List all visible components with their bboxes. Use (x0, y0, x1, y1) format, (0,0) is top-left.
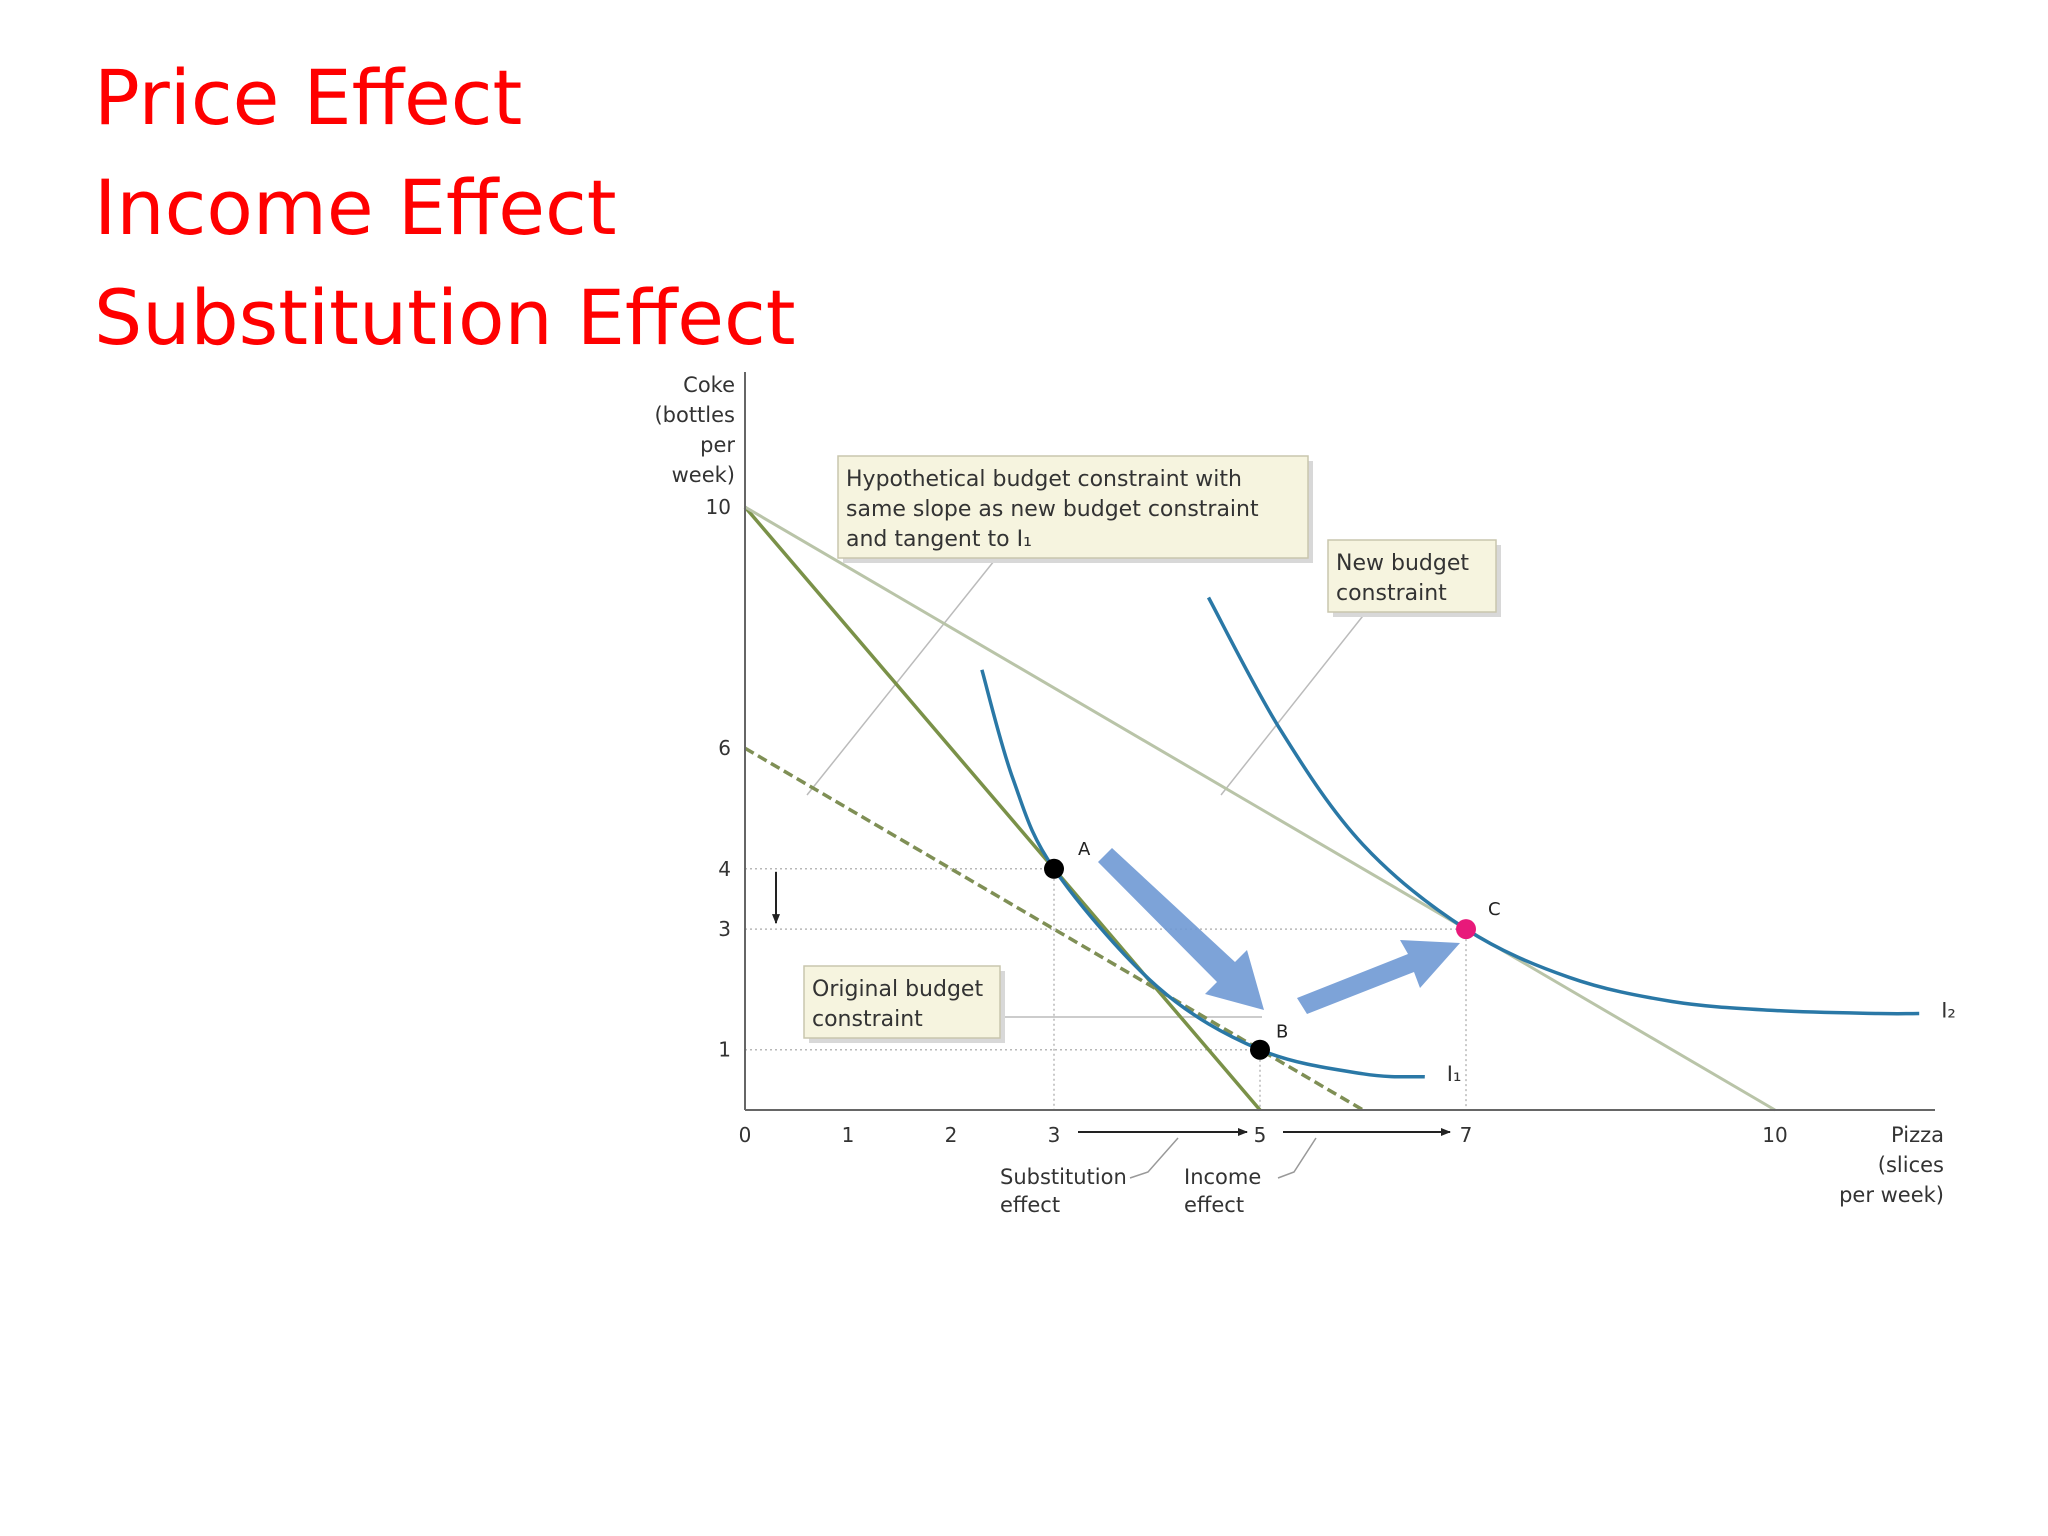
point-b (1250, 1039, 1270, 1060)
points-layer: A B C (1044, 839, 1501, 1060)
x-tick-label-5: 5 (1254, 1123, 1267, 1147)
x-tick-label-10: 10 (1762, 1123, 1787, 1147)
substitution-effect-label-line-0: Substitution (1000, 1165, 1127, 1189)
callout-new-line-1: constraint (1336, 581, 1447, 606)
x-axis-label-line-2: per week) (1839, 1183, 1944, 1207)
x-axis-label-line-0: Pizza (1891, 1123, 1944, 1147)
point-label-a: A (1078, 839, 1091, 860)
slide-title-price-effect: Price Effect (94, 53, 523, 142)
movement-arrows-layer (1098, 848, 1460, 1014)
indifference-curves-layer: I₁ I₂ (980, 596, 1956, 1086)
axis-labels-layer: Coke (bottles per week) Pizza (slices per week… (654, 373, 1944, 1207)
y-axis-label-line-0: Coke (683, 373, 735, 397)
callout-new-box (1327, 539, 1497, 613)
income-movement-arrow (1297, 940, 1460, 1014)
callouts-layer: Hypothetical budget constraint with same … (803, 455, 1501, 1043)
substitution-effect-leader (1129, 1137, 1179, 1179)
point-c (1456, 919, 1476, 940)
callout-hypothetical-line-1: same slope as new budget constraint (846, 497, 1259, 522)
callout-hypothetical-line-0: Hypothetical budget constraint with (846, 467, 1242, 492)
callout-hypothetical-box (837, 455, 1309, 559)
substitution-movement-arrow (1098, 848, 1264, 1010)
indifference-curve-label-1: I₁ (1447, 1062, 1462, 1086)
callout-leader-1 (1220, 611, 1367, 796)
substitution-effect-label-line-1: effect (1000, 1193, 1060, 1217)
y-tick-label-6: 6 (718, 736, 731, 760)
point-a (1044, 858, 1064, 879)
x-axis-label-line-1: (slices (1878, 1153, 1944, 1177)
effects-layer: Substitution effect Income effect (1000, 1128, 1451, 1217)
callout-new: New budget constraint (1327, 539, 1501, 617)
point-label-b: B (1276, 1022, 1288, 1043)
y-tick-label-4: 4 (718, 857, 731, 881)
indifference-curve-label-2: I₂ (1941, 999, 1956, 1023)
x-tick-label-2: 2 (945, 1123, 958, 1147)
callout-leaders-layer (806, 550, 1367, 1018)
slide-title-income-effect: Income Effect (94, 163, 617, 252)
y-tick-label-3: 3 (718, 917, 731, 941)
axes-layer (744, 372, 1935, 1111)
y-axis-label-line-3: week) (672, 463, 735, 487)
y-axis-label-line-1: (bottles (654, 403, 735, 427)
callout-original-line-1: constraint (812, 1007, 923, 1032)
y-tick-label-1: 1 (718, 1038, 731, 1062)
income-effect-label-line-0: Income (1184, 1165, 1261, 1189)
point-label-c: C (1488, 899, 1501, 920)
income-effect-leader (1277, 1137, 1317, 1179)
callout-original-line-0: Original budget (812, 977, 983, 1002)
slide-title-substitution-effect: Substitution Effect (94, 273, 796, 362)
original-budget-line (743, 505, 1262, 1112)
indifference-curve-1 (980, 669, 1425, 1079)
x-tick-label-3: 3 (1048, 1123, 1061, 1147)
income-effect-label-line-1: effect (1184, 1193, 1244, 1217)
x-tick-label-7: 7 (1460, 1123, 1473, 1147)
indifference-curve-2 (1206, 596, 1920, 1016)
x-tick-label-0: 0 (739, 1123, 752, 1147)
callout-original: Original budget constraint (803, 965, 1005, 1043)
callout-hypothetical: Hypothetical budget constraint with same … (837, 455, 1313, 563)
callout-new-line-0: New budget (1336, 551, 1469, 576)
new-budget-line (744, 505, 1776, 1112)
budget-lines-layer (743, 505, 1776, 1112)
y-axis-label-line-2: per (700, 433, 735, 457)
y-tick-label-10: 10 (706, 495, 731, 519)
callout-original-box (803, 965, 1001, 1039)
callout-leader-0 (806, 550, 1003, 796)
x-tick-label-1: 1 (842, 1123, 855, 1147)
callout-hypothetical-line-2: and tangent to I₁ (846, 527, 1032, 552)
